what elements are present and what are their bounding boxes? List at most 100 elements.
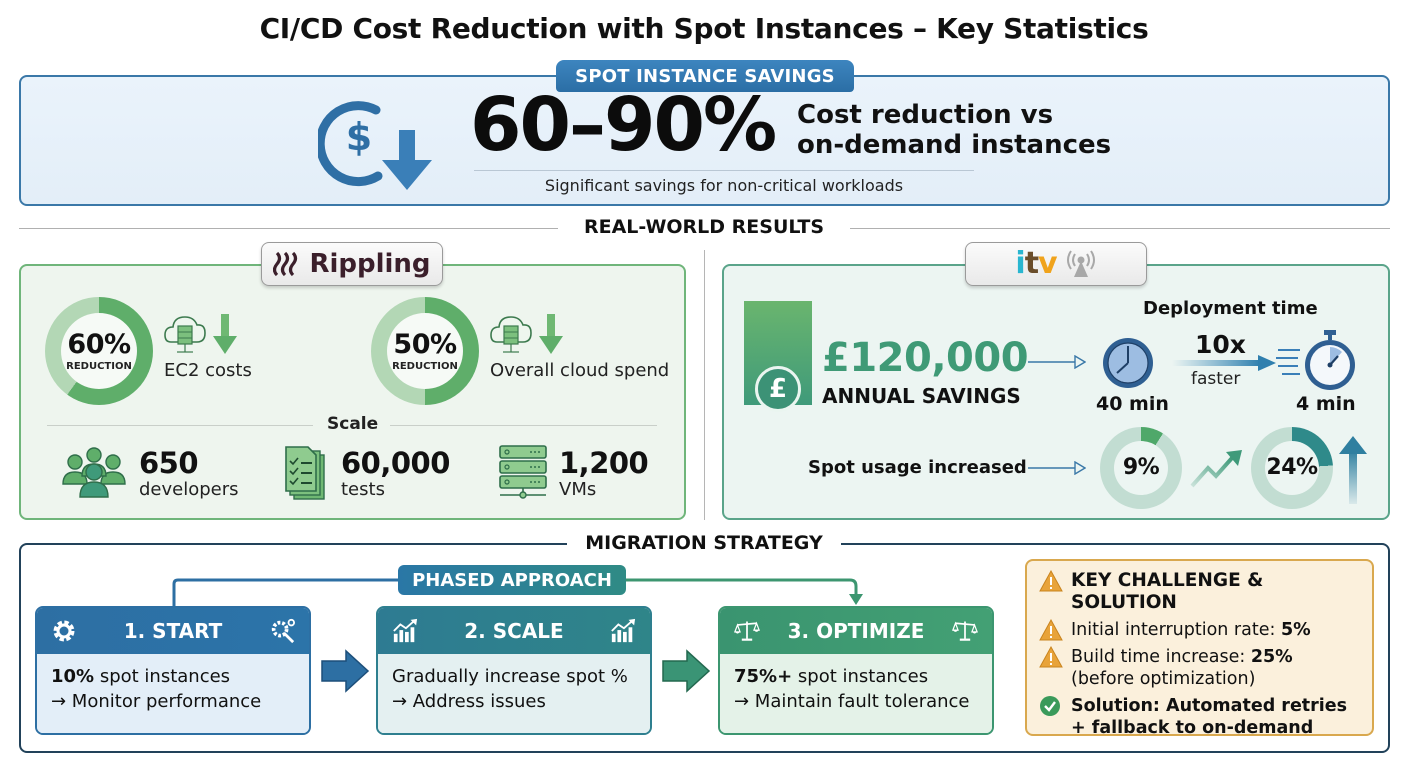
phase-body: Gradually increase spot % → Address issu… [378,654,650,733]
tests-count: 60,000 [341,446,450,480]
phase-arrow-icon [321,649,370,693]
pound-coin-icon: £ [755,366,801,412]
itv-logo-text: itv [1015,246,1057,281]
phased-approach-label: PHASED APPROACH [398,565,626,595]
speedup-value: 10x [1195,330,1246,359]
warning-icon [1039,646,1063,668]
challenge-item-value: 5% [1280,620,1311,640]
spot-usage-after-donut: 24% [1251,427,1333,509]
savings-range: 60–90% [470,82,777,168]
rippling-logo-text: Rippling [309,249,431,279]
tests-label: tests [341,479,385,500]
broadcast-icon [1066,250,1095,277]
savings-description-line1: Cost reduction vs [797,100,1054,130]
phase-highlight: 75%+ [734,666,793,687]
spot-usage-label: Spot usage increased [808,457,1027,478]
phase-body: 75%+ spot instances → Maintain fault tol… [720,654,992,733]
savings-divider [474,170,974,171]
phased-flow-connector [172,578,863,608]
rippling-logo-icon [273,251,298,277]
phase-line2: → Address issues [392,691,546,712]
speedup-arrow-icon [1172,355,1276,371]
cloud-spend-reduction-label: REDUCTION [392,360,458,372]
phase-body: 10% spot instances → Monitor performance [37,654,309,733]
checklist-icon [285,446,325,500]
stopwatch-icon [1276,330,1355,390]
challenge-item: Build time increase: 25% (before optimiz… [1039,646,1360,690]
real-world-heading: REAL-WORLD RESULTS [558,216,850,238]
cloud-spend-reduction-value: 50% [393,328,457,360]
itv-logo-badge: itv [965,242,1147,286]
savings-description-line2: on-demand instances [797,130,1112,160]
phase-title: 2. SCALE [464,619,564,643]
warning-icon [1039,570,1063,592]
gear-wrench-icon [269,618,295,644]
ec2-costs-label: EC2 costs [164,360,252,381]
before-time: 40 min [1096,393,1169,415]
trend-up-icon [1190,450,1242,488]
phase-line2: → Monitor performance [51,691,262,712]
solution-text: Solution: Automated retries + fallback t… [1071,696,1348,738]
spot-usage-before-value: 9% [1122,455,1160,480]
phase-title: 3. OPTIMIZE [787,619,925,643]
savings-description: Cost reduction vs on-demand instances [797,100,1111,160]
balance-scale-icon [734,618,760,644]
spot-savings-tab: SPOT INSTANCE SAVINGS [556,60,854,92]
svg-text:$: $ [346,115,372,159]
warning-icon [1039,619,1063,641]
server-icon [499,445,547,499]
phase-card-start: 1. START 10% spot instances → Monitor pe… [35,606,311,735]
phase-title: 1. START [123,619,223,643]
challenge-item-text: Initial interruption rate: [1071,620,1281,640]
balance-scale-icon [951,618,978,644]
annual-savings-label: ANNUAL SAVINGS [822,384,1021,408]
challenge-item-text: Build time increase: [1071,647,1251,667]
arrow-up-icon [1339,436,1367,504]
challenge-title-row: KEY CHALLENGE & SOLUTION [1039,570,1360,614]
arrow-right-icon [1028,461,1086,475]
phase-card-optimize: 3. OPTIMIZE 75%+ spot instances → Mainta… [718,606,994,735]
phase-header: 3. OPTIMIZE [720,608,992,654]
challenge-item: Initial interruption rate: 5% [1039,619,1360,641]
scale-divider-right [390,425,657,426]
migration-heading: MIGRATION STRATEGY [567,532,841,554]
results-vertical-divider [704,250,705,520]
solution-row: Solution: Automated retries + fallback t… [1039,695,1360,739]
speedup-label: faster [1191,369,1241,389]
spot-usage-after-value: 24% [1266,455,1318,480]
phase-line1: spot instances [94,666,231,687]
phase-arrow-icon [662,649,711,693]
phase-header: 1. START [37,608,309,654]
growth-chart-icon [392,618,418,644]
ec2-reduction-donut: 60% REDUCTION [45,297,153,405]
vms-label: VMs [559,479,597,500]
phase-card-scale: 2. SCALE Gradually increase spot % → Add… [376,606,652,735]
challenge-title: KEY CHALLENGE & SOLUTION [1071,570,1264,613]
scale-divider-left [47,425,313,426]
scale-heading: Scale [327,414,379,434]
developers-count: 650 [139,446,199,480]
savings-subtitle: Significant savings for non-critical wor… [544,176,904,195]
spot-usage-before-donut: 9% [1100,427,1182,509]
growth-chart-icon [610,618,636,644]
developers-label: developers [139,479,239,500]
people-icon [62,447,126,498]
phase-highlight: 10% [51,666,95,687]
ec2-reduction-value: 60% [67,328,131,360]
arrow-right-icon [1028,355,1086,369]
phase-line1: Gradually increase spot % [392,666,628,687]
rippling-logo-badge: Rippling [261,242,443,286]
clock-icon [1103,338,1153,388]
page-title: CI/CD Cost Reduction with Spot Instances… [259,12,1149,45]
ec2-reduction-label: REDUCTION [66,360,132,372]
check-circle-icon [1039,695,1063,717]
phase-header: 2. SCALE [378,608,650,654]
cloud-server-down-icon [164,314,237,354]
phase-line1: spot instances [792,666,929,687]
challenge-item-note: (before optimization) [1071,669,1256,689]
phase-line2: → Maintain fault tolerance [734,691,970,712]
deployment-time-title: Deployment time [1143,298,1318,319]
annual-savings-value: £120,000 [822,335,1029,381]
dollar-down-icon: $ [318,101,432,190]
vms-count: 1,200 [559,446,649,480]
